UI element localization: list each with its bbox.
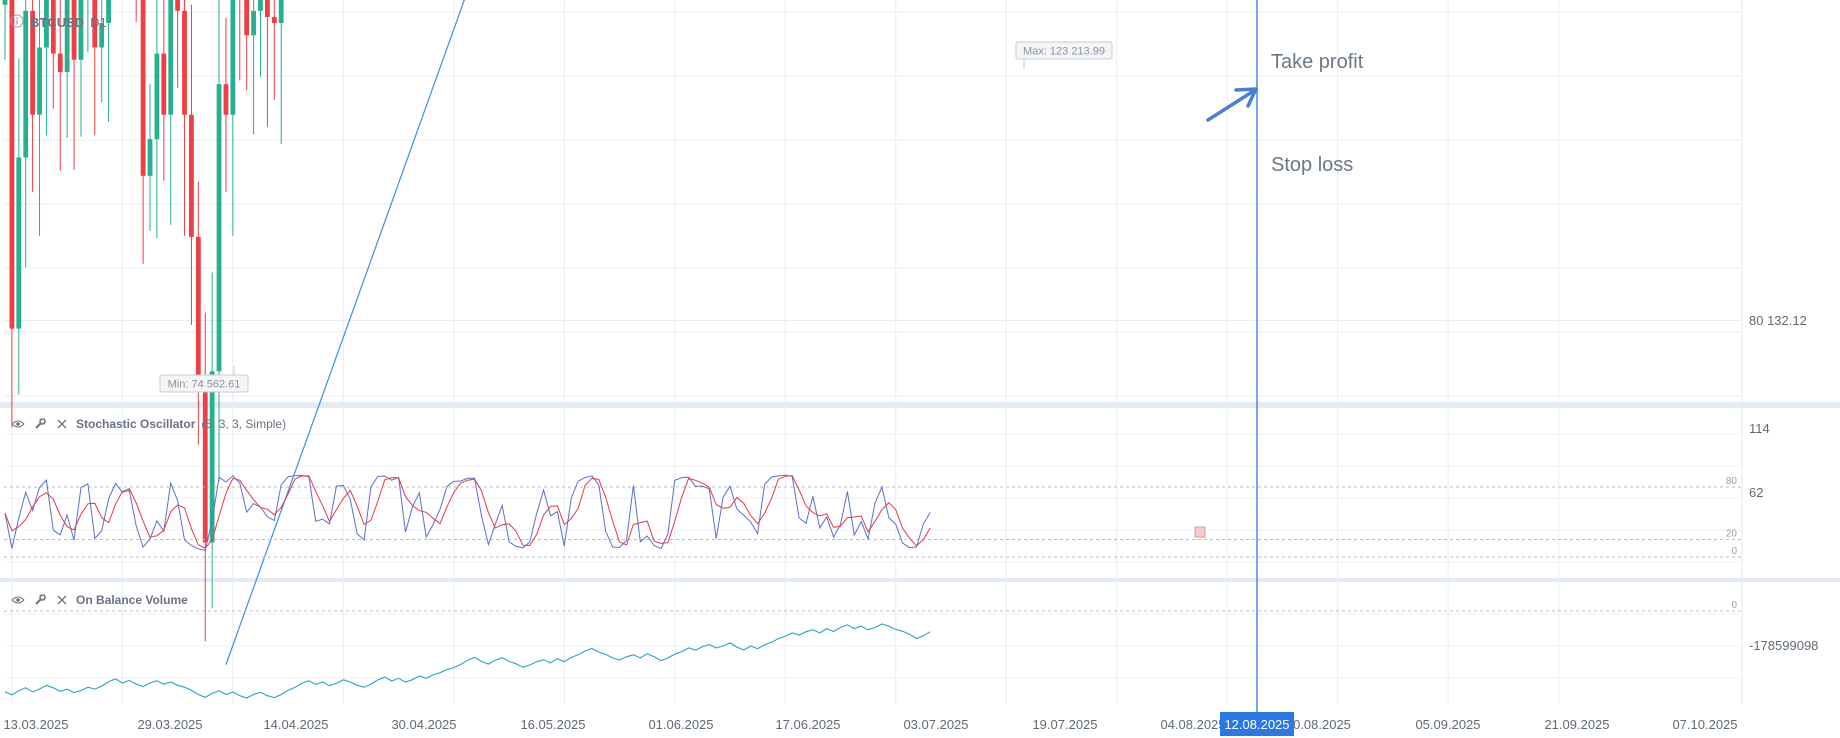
- obv-name: On Balance Volume: [76, 593, 188, 607]
- close-icon[interactable]: [54, 416, 70, 432]
- eye-icon[interactable]: [10, 592, 26, 608]
- stochastic-axis-tick: 62: [1749, 485, 1763, 500]
- stochastic-params: (5, 3, 3, Simple): [201, 417, 287, 431]
- stochastic-axis-tick: 114: [1749, 421, 1770, 436]
- close-icon[interactable]: [54, 592, 70, 608]
- date-tick: 01.06.2025: [648, 717, 713, 732]
- timeframe-label[interactable]: D1: [90, 15, 107, 30]
- date-tick: 29.03.2025: [137, 717, 202, 732]
- crosshair-date-label: 12.08.2025: [1224, 717, 1289, 732]
- candle-up: [251, 10, 256, 36]
- wrench-icon[interactable]: [32, 592, 48, 608]
- candle-up: [64, 0, 70, 72]
- symbol-name: BTCUSD: [30, 15, 85, 30]
- candle-down: [161, 53, 167, 115]
- date-tick: 21.09.2025: [1544, 717, 1609, 732]
- forecast-arrow-head: [1234, 87, 1258, 108]
- min-label-box: [159, 374, 249, 393]
- stop-loss-annotation: Stop loss: [1271, 154, 1353, 176]
- candle-down: [175, 0, 181, 11]
- obv-level-label: 0: [1731, 600, 1737, 611]
- candle-down: [182, 10, 187, 115]
- stochastic-level-label: 20: [1726, 529, 1738, 540]
- candle-down: [57, 53, 63, 72]
- date-tick: 13.03.2025: [3, 717, 68, 732]
- date-tick: 30.04.2025: [391, 717, 456, 732]
- candle-down: [50, 0, 56, 54]
- candle-up: [2, 0, 8, 5]
- min-label: Min: 74 562.61: [168, 379, 241, 391]
- date-tick: 19.07.2025: [1032, 717, 1097, 732]
- candle-up: [106, 0, 111, 24]
- stochastic-d-line: [4, 475, 931, 549]
- candle-up: [78, 0, 84, 60]
- candle-up: [147, 139, 153, 176]
- candle-down: [223, 84, 229, 115]
- candle-up: [16, 157, 22, 329]
- candle-up: [44, 0, 49, 48]
- date-tick: 0.08.2025: [1293, 717, 1351, 732]
- candle-up: [37, 47, 42, 115]
- stochastic-k-line: [4, 474, 931, 551]
- candle-down: [30, 10, 36, 115]
- candle-up: [230, 0, 236, 115]
- trend-line: [225, 0, 465, 665]
- candle-down: [271, 16, 277, 24]
- candle-down: [189, 114, 194, 237]
- pane-separator: [0, 402, 1840, 408]
- stochastic-end-marker: [1194, 526, 1206, 538]
- stochastic-level-label: 80: [1726, 476, 1738, 487]
- info-icon[interactable]: [10, 14, 24, 31]
- date-tick: 04.08.2025: [1160, 717, 1225, 732]
- stochastic-name: Stochastic Oscillator: [76, 417, 196, 431]
- candle-down: [71, 0, 77, 60]
- candle-down: [92, 0, 98, 48]
- forecast-arrow: [1206, 90, 1254, 122]
- candle-down: [244, 0, 250, 36]
- max-label: Max: 123 213.99: [1023, 46, 1105, 58]
- obv-header: On Balance Volume: [10, 591, 188, 609]
- candle-up: [99, 23, 105, 48]
- candle-up: [209, 371, 215, 543]
- candle-down: [9, 0, 15, 329]
- candle-up: [168, 0, 174, 115]
- candle-up: [216, 84, 222, 372]
- date-tick: 03.07.2025: [903, 717, 968, 732]
- candle-up: [278, 0, 284, 24]
- candle-down: [202, 389, 208, 543]
- candle-down: [195, 236, 201, 390]
- candle-down: [264, 0, 270, 17]
- obv-axis-tick: -178599098: [1749, 638, 1818, 653]
- symbol-header: BTCUSD D1: [10, 14, 107, 31]
- stochastic-level-label: 0: [1731, 546, 1737, 557]
- candle-up: [154, 53, 160, 140]
- obv-line: [4, 623, 931, 699]
- date-tick: 07.10.2025: [1672, 717, 1737, 732]
- crosshair-date-badge: [1220, 712, 1294, 736]
- pane-separator: [0, 578, 1840, 582]
- take-profit-annotation: Take profit: [1271, 51, 1364, 73]
- stochastic-header: Stochastic Oscillator (5, 3, 3, Simple): [10, 415, 286, 433]
- price-tick: 80 132.12: [1749, 313, 1807, 328]
- max-label-box: [1015, 41, 1113, 60]
- candle-up: [23, 10, 29, 158]
- date-tick: 14.04.2025: [263, 717, 328, 732]
- eye-icon[interactable]: [10, 416, 26, 432]
- date-tick: 05.09.2025: [1415, 717, 1480, 732]
- wrench-icon[interactable]: [32, 416, 48, 432]
- candle-up: [258, 0, 263, 11]
- date-tick: 17.06.2025: [775, 717, 840, 732]
- date-tick: 16.05.2025: [520, 717, 585, 732]
- candle-down: [140, 0, 146, 176]
